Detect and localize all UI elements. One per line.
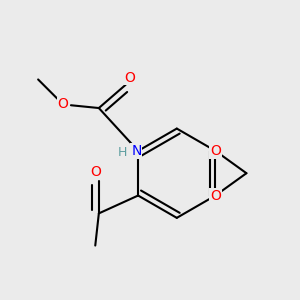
Text: O: O <box>90 165 101 179</box>
Text: N: N <box>131 144 142 158</box>
Text: H: H <box>117 146 127 159</box>
Text: O: O <box>210 144 221 158</box>
Text: O: O <box>210 188 221 203</box>
Text: O: O <box>58 98 69 112</box>
Text: O: O <box>124 71 135 85</box>
